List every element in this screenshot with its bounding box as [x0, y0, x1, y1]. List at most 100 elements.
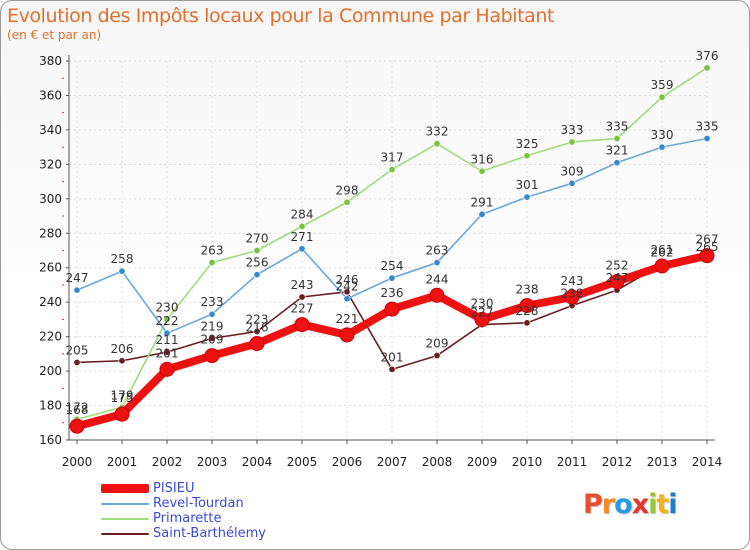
data-point-revel-tourdan	[478, 210, 486, 218]
data-point-pisieu	[339, 327, 355, 343]
data-label-primarette: 263	[201, 244, 224, 258]
data-label-revel-tourdan: 233	[201, 295, 224, 309]
data-point-revel-tourdan	[73, 286, 81, 294]
data-label-pisieu: 230	[471, 296, 494, 310]
data-label-saint-barth-lemy: 265	[696, 240, 719, 254]
data-label-saint-barth-lemy: 246	[336, 273, 359, 287]
data-label-revel-tourdan: 309	[561, 164, 584, 178]
data-point-revel-tourdan	[253, 271, 261, 279]
chart-title: Evolution des Impôts locaux pour la Comm…	[7, 5, 555, 27]
data-point-primarette	[478, 167, 486, 175]
data-label-pisieu: 216	[246, 321, 269, 335]
x-tick-label: 2006	[332, 455, 363, 469]
data-label-revel-tourdan: 301	[516, 178, 539, 192]
data-label-revel-tourdan: 330	[651, 128, 674, 142]
data-point-pisieu	[249, 336, 265, 352]
data-label-primarette: 376	[696, 49, 719, 63]
data-point-revel-tourdan	[298, 245, 306, 253]
data-label-revel-tourdan: 254	[381, 259, 404, 273]
data-label-pisieu: 244	[426, 272, 449, 286]
data-label-primarette: 172	[66, 400, 89, 414]
data-point-saint-barth-lemy	[343, 288, 351, 296]
data-label-saint-barth-lemy: 238	[561, 287, 584, 301]
legend-swatch	[101, 484, 149, 493]
data-point-saint-barth-lemy	[523, 319, 531, 327]
data-label-saint-barth-lemy: 211	[156, 333, 179, 347]
data-point-saint-barth-lemy	[73, 358, 81, 366]
logo-letter: i	[668, 489, 677, 520]
data-label-revel-tourdan: 271	[291, 230, 314, 244]
data-label-revel-tourdan: 335	[696, 120, 719, 134]
y-tick-label: 380	[39, 54, 62, 68]
data-point-saint-barth-lemy	[208, 334, 216, 342]
grid	[69, 60, 709, 441]
data-point-primarette	[703, 64, 711, 72]
data-point-saint-barth-lemy	[163, 348, 171, 356]
y-tick-label: 300	[39, 192, 62, 206]
data-point-pisieu	[474, 311, 490, 327]
data-label-pisieu: 267	[696, 233, 719, 247]
data-point-primarette	[208, 259, 216, 267]
data-label-primarette: 298	[336, 183, 359, 197]
logo-letter: r	[601, 489, 615, 520]
y-tick-label: 180	[39, 399, 62, 413]
legend: PISIEU Revel-Tourdan Primarette Saint-Barth…	[101, 481, 266, 541]
x-tick-label: 2013	[647, 455, 678, 469]
x-tick-label: 2000	[62, 455, 93, 469]
data-point-primarette	[568, 138, 576, 146]
data-point-pisieu	[114, 406, 130, 422]
y-tick-label: 340	[39, 123, 62, 137]
data-point-primarette	[388, 166, 396, 174]
data-label-pisieu: 227	[291, 302, 314, 316]
y-tick-label: 280	[39, 226, 62, 240]
data-label-saint-barth-lemy: 205	[66, 343, 89, 357]
legend-label: Primarette	[153, 511, 222, 526]
data-point-pisieu	[294, 317, 310, 333]
x-tick-label: 2011	[557, 455, 588, 469]
x-tick-label: 2007	[377, 455, 408, 469]
y-tick-label: 200	[39, 364, 62, 378]
data-point-saint-barth-lemy	[253, 327, 261, 335]
data-label-saint-barth-lemy: 206	[111, 342, 134, 356]
y-tick-label: 360	[39, 88, 62, 102]
data-label-primarette: 317	[381, 151, 404, 165]
logo-letter: t	[656, 489, 669, 520]
data-point-revel-tourdan	[343, 295, 351, 303]
data-point-primarette	[523, 152, 531, 160]
axes: 160 180 200 220 240 260 280 300 320 340 360 380 2000…	[39, 54, 722, 469]
chart-subtitle: (en € et par an)	[7, 28, 102, 42]
data-label-pisieu: 236	[381, 286, 404, 300]
logo-letter: i	[648, 489, 657, 520]
x-tick-label: 2001	[107, 455, 138, 469]
x-tick-label: 2014	[692, 455, 723, 469]
data-point-pisieu	[699, 248, 715, 264]
data-point-revel-tourdan	[388, 274, 396, 282]
data-label-primarette: 316	[471, 152, 494, 166]
data-label-revel-tourdan: 263	[426, 244, 449, 258]
data-label-revel-tourdan: 258	[111, 252, 134, 266]
data-point-pisieu	[564, 289, 580, 305]
y-tick-label: 240	[39, 295, 62, 309]
x-tick-label: 2010	[512, 455, 543, 469]
data-point-revel-tourdan	[658, 143, 666, 151]
data-label-revel-tourdan: 247	[66, 271, 89, 285]
data-point-pisieu	[384, 301, 400, 317]
data-label-saint-barth-lemy: 228	[516, 304, 539, 318]
legend-swatch	[101, 502, 149, 505]
data-point-pisieu	[69, 418, 85, 434]
y-tick-label: 160	[39, 433, 62, 447]
data-label-saint-barth-lemy: 223	[246, 312, 269, 326]
data-point-saint-barth-lemy	[433, 352, 441, 360]
x-tick-label: 2004	[242, 455, 273, 469]
data-label-pisieu: 201	[156, 346, 179, 360]
data-label-revel-tourdan: 222	[156, 314, 179, 328]
data-label-primarette: 333	[561, 123, 584, 137]
data-label-primarette: 359	[651, 78, 674, 92]
data-point-primarette	[433, 140, 441, 148]
legend-item: Primarette	[101, 511, 266, 526]
data-point-revel-tourdan	[703, 135, 711, 143]
x-tick-label: 2009	[467, 455, 498, 469]
data-point-pisieu	[429, 287, 445, 303]
data-point-primarette	[343, 198, 351, 206]
